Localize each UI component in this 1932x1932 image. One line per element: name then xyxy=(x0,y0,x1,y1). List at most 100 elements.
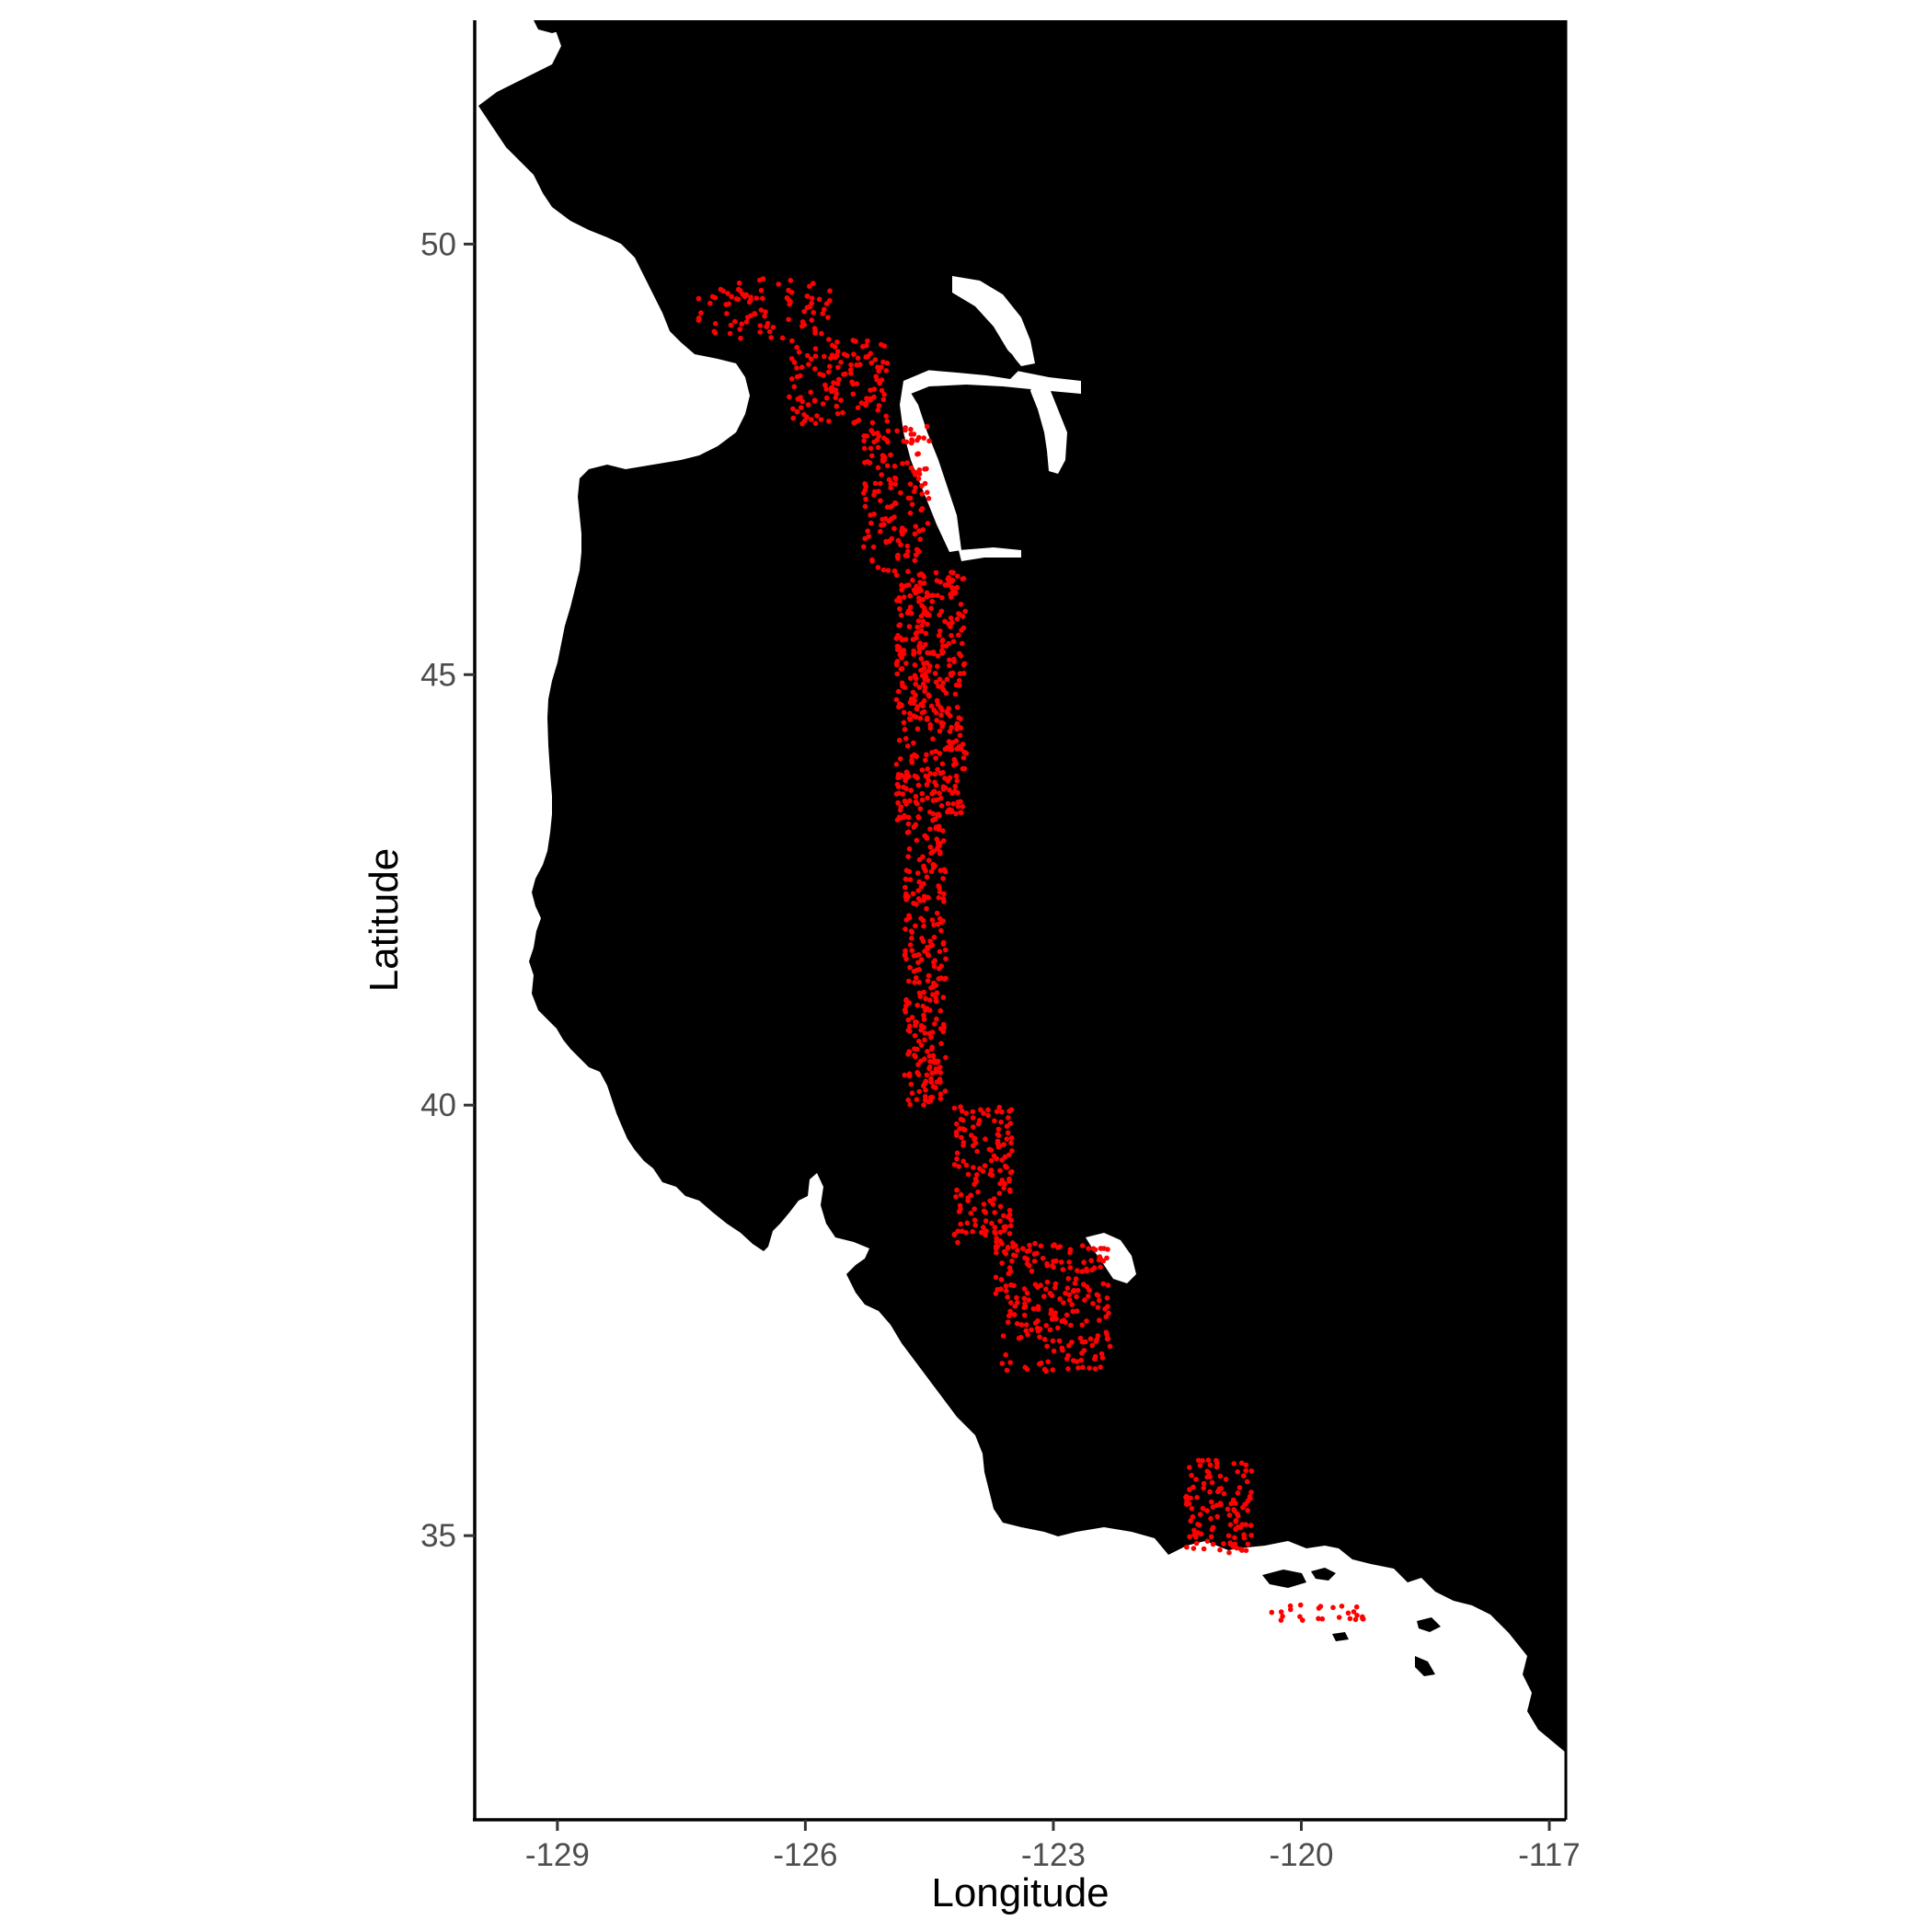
survey-point xyxy=(1081,1259,1087,1265)
survey-point xyxy=(1004,1136,1010,1142)
survey-point xyxy=(1245,1498,1251,1503)
survey-point xyxy=(736,280,742,286)
survey-point xyxy=(922,688,927,695)
survey-point xyxy=(1049,1293,1055,1298)
survey-point xyxy=(1032,1320,1039,1326)
survey-point xyxy=(1090,1301,1096,1306)
survey-point xyxy=(939,761,946,767)
survey-point xyxy=(1248,1523,1254,1528)
survey-point xyxy=(937,790,942,796)
survey-point xyxy=(905,495,912,501)
survey-point xyxy=(897,606,903,612)
survey-point xyxy=(909,501,915,507)
survey-point xyxy=(805,352,811,359)
survey-point xyxy=(954,746,960,752)
survey-point xyxy=(1074,1359,1080,1364)
survey-point xyxy=(971,1165,976,1170)
survey-point xyxy=(949,594,954,600)
survey-point xyxy=(871,386,878,392)
survey-point xyxy=(1105,1282,1111,1288)
survey-point xyxy=(884,419,891,424)
survey-point xyxy=(921,880,926,887)
survey-point xyxy=(1084,1266,1089,1272)
survey-point xyxy=(905,548,911,555)
survey-point xyxy=(1015,1300,1020,1305)
survey-point xyxy=(1050,1338,1056,1344)
survey-point xyxy=(910,577,915,583)
survey-point xyxy=(928,1034,934,1041)
survey-point xyxy=(738,335,743,341)
survey-point xyxy=(937,849,943,855)
survey-point xyxy=(1006,1207,1013,1213)
survey-point xyxy=(753,295,759,301)
survey-point xyxy=(894,671,900,677)
survey-point xyxy=(1104,1255,1110,1261)
survey-point xyxy=(937,1091,944,1097)
survey-point xyxy=(812,353,819,359)
survey-point xyxy=(1233,1518,1238,1524)
survey-point xyxy=(903,917,909,923)
survey-point xyxy=(1044,1279,1051,1285)
survey-point xyxy=(937,728,943,734)
survey-point xyxy=(999,1241,1005,1247)
survey-point xyxy=(957,1125,962,1132)
survey-point xyxy=(725,291,730,296)
survey-point xyxy=(997,1167,1003,1174)
survey-point xyxy=(896,737,903,743)
survey-point xyxy=(1218,1486,1225,1491)
survey-point xyxy=(868,397,873,403)
survey-point xyxy=(903,775,909,781)
survey-point xyxy=(920,645,926,650)
survey-point xyxy=(908,788,914,793)
survey-point xyxy=(993,1274,999,1281)
survey-point xyxy=(1297,1614,1303,1619)
survey-point xyxy=(903,876,909,882)
survey-point xyxy=(743,319,750,325)
survey-point xyxy=(1041,1337,1048,1342)
survey-point xyxy=(864,342,869,349)
survey-point xyxy=(918,667,924,673)
survey-point xyxy=(921,1017,927,1022)
survey-point xyxy=(915,618,922,624)
survey-point xyxy=(928,703,935,709)
survey-point xyxy=(916,467,923,473)
survey-point xyxy=(1232,1508,1237,1513)
survey-point xyxy=(820,311,826,316)
survey-point xyxy=(919,797,926,803)
survey-point xyxy=(918,581,924,586)
survey-point xyxy=(921,681,926,687)
survey-point xyxy=(954,1150,960,1156)
survey-point xyxy=(1193,1477,1199,1482)
survey-point xyxy=(923,630,929,637)
survey-point xyxy=(944,708,949,715)
survey-point xyxy=(1074,1308,1080,1314)
survey-point xyxy=(875,465,881,471)
survey-point xyxy=(926,895,931,901)
survey-point xyxy=(999,1260,1005,1266)
survey-point xyxy=(900,791,905,797)
survey-point xyxy=(937,915,943,922)
survey-point xyxy=(927,845,934,850)
survey-point xyxy=(924,782,930,788)
survey-point xyxy=(884,463,891,469)
survey-point xyxy=(921,923,926,929)
survey-point xyxy=(909,936,914,941)
survey-point xyxy=(1064,1312,1070,1318)
survey-point xyxy=(907,604,914,610)
survey-point xyxy=(907,942,914,948)
survey-point xyxy=(834,352,840,359)
survey-point xyxy=(1066,1297,1073,1303)
survey-point xyxy=(993,1246,999,1251)
survey-point xyxy=(992,1210,997,1215)
survey-point xyxy=(789,376,795,382)
survey-point xyxy=(935,653,941,659)
survey-point xyxy=(884,504,891,510)
survey-point xyxy=(912,531,918,537)
survey-point xyxy=(968,1210,974,1216)
survey-point xyxy=(906,582,912,588)
survey-point xyxy=(972,1181,977,1188)
survey-point xyxy=(907,798,913,804)
survey-point xyxy=(912,662,918,668)
survey-point xyxy=(804,414,810,420)
survey-point xyxy=(1002,1154,1008,1160)
